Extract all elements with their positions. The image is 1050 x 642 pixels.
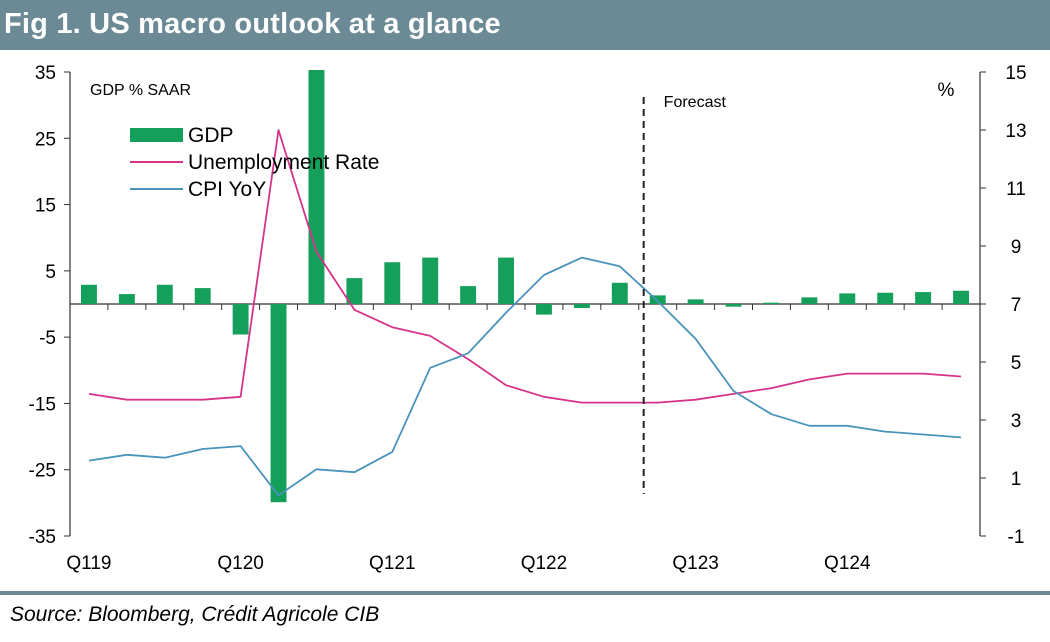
gdp-bar [384, 262, 401, 304]
right-axis-tick-label: 1 [1011, 469, 1022, 490]
gdp-bar [118, 294, 135, 304]
right-axis-tick-label: 11 [1006, 179, 1026, 200]
x-axis-tick-label: Q123 [672, 553, 718, 574]
chart-title-bar: Fig 1. US macro outlook at a glance [0, 0, 1050, 50]
gdp-bar [156, 284, 173, 304]
legend-entry-label: Unemployment Rate [188, 151, 379, 174]
gdp-bar [573, 304, 590, 308]
x-axis-tick-label: Q122 [521, 553, 567, 574]
gdp-bar [308, 70, 325, 304]
x-axis-tick-label: Q124 [824, 553, 871, 574]
gdp-bar [232, 304, 249, 335]
macro-chart: 35 25 15 5 -5 -15 -25 -35 15 13 11 9 7 5 3 1 -1 Q119 Q120… [29, 63, 1027, 574]
gdp-bar [649, 295, 666, 304]
gdp-bar [611, 282, 628, 304]
legend: GDP Unemployment Rate CPI YoY [130, 124, 379, 201]
unemployment-rate-line [88, 129, 962, 404]
left-axis-tick-label: -25 [29, 461, 56, 482]
right-axis-label: % [938, 80, 955, 101]
left-axis-tick-label: 15 [35, 196, 56, 217]
right-axis-tick-label: 15 [1005, 63, 1026, 84]
chart-title: Fig 1. US macro outlook at a glance [4, 8, 501, 40]
gdp-bar [194, 288, 211, 304]
gdp-bar [763, 302, 780, 304]
cpi-yoy-line [88, 256, 962, 497]
line-series [88, 129, 962, 497]
gdp-bar [877, 292, 894, 304]
gdp-bar [346, 278, 363, 304]
gdp-bar [839, 293, 856, 304]
left-axis-tick-label: 35 [35, 63, 56, 84]
x-axis-tick-label: Q121 [369, 553, 415, 574]
legend-entry-label: GDP [188, 124, 234, 147]
chart-labels: Q119 Q120 Q121 Q122 Q123 Q124 GDP % SAAR % Forec… [66, 80, 954, 574]
gdp-bar [80, 284, 97, 304]
gdp-bar [460, 286, 477, 304]
right-axis-tick-label: 13 [1005, 121, 1026, 142]
gdp-bar [725, 304, 742, 307]
axes-layer: 35 25 15 5 -5 -15 -25 -35 15 13 11 9 7 5 3 1 -1 [29, 63, 1027, 548]
right-axis-tick-label: 9 [1011, 237, 1022, 258]
x-axis-tick-label: Q119 [66, 553, 111, 574]
right-axis-tick-label: 3 [1011, 411, 1022, 432]
gdp-bar [498, 257, 515, 304]
legend-swatch-gdp [130, 128, 183, 142]
left-axis-tick-label: -15 [29, 394, 56, 415]
right-axis-tick-label: 5 [1011, 353, 1022, 374]
bottom-divider [0, 591, 1050, 595]
left-axis-tick-label: 5 [45, 262, 56, 283]
gdp-bar [915, 292, 932, 304]
gdp-bar [422, 257, 439, 304]
gdp-bars [80, 70, 970, 503]
legend-entry-label: CPI YoY [188, 178, 266, 201]
left-axis-tick-label: -35 [29, 527, 56, 548]
forecast-label: Forecast [664, 94, 727, 111]
gdp-bar [270, 304, 287, 503]
left-axis-tick-label: -5 [39, 328, 56, 349]
left-axis-label: GDP % SAAR [90, 82, 191, 99]
right-axis-tick-label: 7 [1011, 295, 1022, 316]
gdp-bar [953, 290, 970, 304]
gdp-bar [535, 304, 552, 315]
right-axis-tick-label: -1 [1008, 527, 1025, 548]
gdp-bar [801, 297, 818, 304]
left-axis-tick-label: 25 [35, 129, 56, 150]
gdp-bar [687, 299, 704, 304]
source-note: Source: Bloomberg, Crédit Agricole CIB [10, 603, 380, 626]
x-axis-tick-label: Q120 [217, 553, 263, 574]
